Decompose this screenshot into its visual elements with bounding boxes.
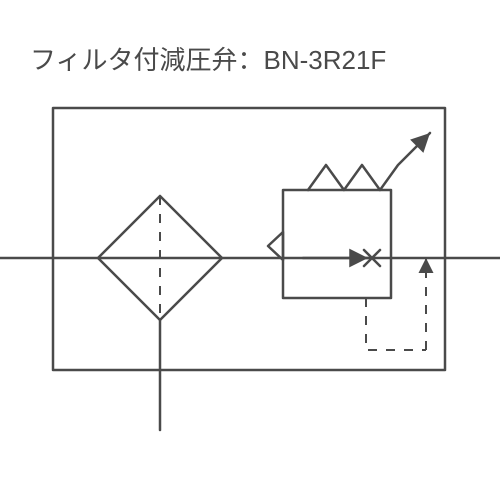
- vent-triangle: [268, 232, 283, 260]
- spring-zigzag: [308, 140, 423, 190]
- spring-arrow: [423, 133, 430, 140]
- dashed-lines: [160, 196, 426, 350]
- regulator-box: [283, 190, 391, 298]
- diagram-title: フィルタ付減圧弁：BN-3R21F: [30, 40, 386, 77]
- bypass-path-1: [366, 298, 426, 350]
- boundary-box: [53, 108, 445, 370]
